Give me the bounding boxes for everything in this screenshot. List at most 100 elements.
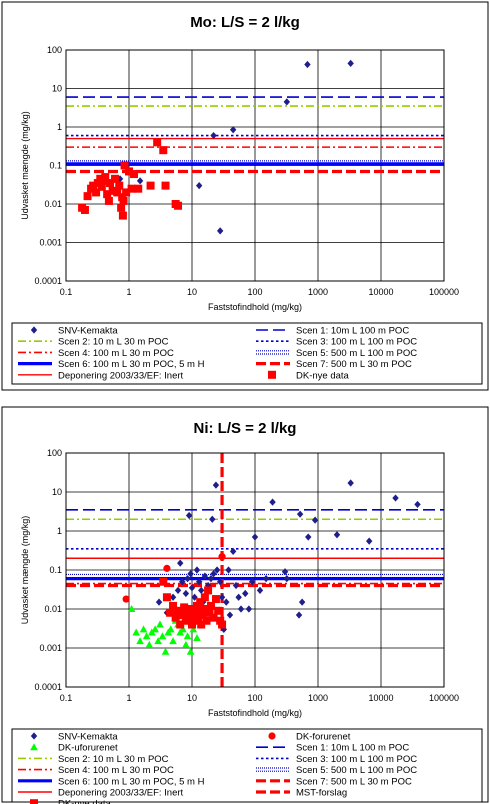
point-dk-nye-data [103,190,112,199]
series-snv-kemakta [116,59,354,235]
point-snv-kemakta [232,581,240,590]
point-snv-kemakta [182,589,190,598]
series-dk-nye-data [78,138,183,220]
legend-symbol [30,732,38,740]
legend-item: Deponering 2003/33/EF: Inert [18,788,184,799]
point-snv-kemakta [209,515,216,523]
chart-title: Ni: L/S = 2 l/kg [194,420,297,437]
point-snv-kemakta [155,598,163,606]
point-dk-nye-data [111,174,120,183]
x-tick-label: 10000 [368,287,393,297]
x-axis-label: Faststofindhold (mg/kg) [208,302,302,312]
point-dk-nye-data [83,192,92,201]
point-dk-nye-data [202,616,211,625]
point-dk-nye-data [113,188,122,197]
point-dk-nye-data [122,188,131,197]
point-dk-nye-data [209,613,218,622]
plot-border [65,49,445,282]
point-snv-kemakta [223,598,230,606]
point-dk-nye-data [189,611,198,620]
point-dk-nye-data [159,577,168,586]
point-dk-nye-data [89,181,98,190]
y-tick-label: 1 [57,122,62,132]
point-snv-kemakta [188,584,196,592]
legend-box [11,322,483,385]
point-dk-nye-data [171,613,180,622]
point-snv-kemakta [235,593,242,601]
legend-symbol [268,370,276,379]
point-dk-nye-data [108,186,117,195]
legend-label: Deponering 2003/33/EF: Inert [58,370,184,381]
chart-title: Mo: L/S = 2 l/kg [190,14,300,31]
point-dk-nye-data [204,586,213,595]
legend-item: Scen 7: 500 m L 30 m POC [256,359,412,370]
point-snv-kemakta [216,227,224,235]
legend: SNV-Kemakta Scen 1: 10m L 100 m POC Scen 2… [11,322,483,385]
point-dk-nye-data [92,188,101,197]
point-dk-uforurenet [169,637,177,645]
point-dk-nye-data [190,606,199,615]
point-snv-kemakta [169,593,177,601]
point-snv-kemakta [210,131,217,140]
point-snv-kemakta [269,498,276,506]
point-snv-kemakta [237,605,245,613]
legend-item: Scen 4: 100 m L 30 m POC [18,765,174,776]
legend-label: DK-forurenet [296,732,351,743]
point-snv-kemakta [195,578,203,586]
point-snv-kemakta [281,568,289,576]
point-dk-nye-data [198,611,207,620]
legend-label: Scen 1: 10m L 100 m POC [296,743,409,754]
legend-item: Scen 2: 10 m L 30 m POC [18,337,169,348]
legend-symbol [30,326,38,334]
point-dk-nye-data [146,181,155,190]
point-snv-kemakta [333,531,341,539]
legend-label: DK-nye data [296,370,350,381]
legend-item: Scen 6: 100 m L 30 m POC, 5 m H [18,359,205,370]
point-dk-nye-data [119,196,128,205]
point-dk-uforurenet [145,640,154,648]
point-snv-kemakta [245,605,253,613]
point-snv-kemakta [191,593,198,601]
point-dk-nye-data [194,613,203,622]
point-dk-uforurenet [151,625,159,633]
x-tick-label: 1000 [308,287,328,297]
legend-item: Scen 1: 10m L 100 m POC [256,743,409,754]
point-snv-kemakta [283,575,291,583]
point-dk-nye-data [180,603,189,612]
point-dk-nye-data [118,211,127,220]
point-snv-kemakta [305,533,312,541]
legend-label: DK-uforurenet [58,743,118,754]
x-tick-label: 100000 [429,287,459,297]
point-snv-kemakta [256,586,264,594]
point-snv-kemakta [184,575,191,583]
legend-item: DK-uforurenet [30,743,118,754]
point-snv-kemakta [218,593,226,601]
legend-item: Scen 6: 100 m L 30 m POC, 5 m H [18,776,205,787]
legend-item: DK-nye data [268,370,350,381]
x-tick-label: 100 [247,693,262,703]
point-dk-nye-data [159,146,168,155]
point-dk-uforurenet [156,620,164,628]
point-snv-kemakta [193,566,201,574]
point-dk-nye-data [80,205,89,214]
y-tick-label: 10 [52,487,62,497]
legend-item: Scen 7: 500 m L 30 m POC [256,776,412,787]
y-tick-label: 100 [47,448,62,458]
point-dk-uforurenet [179,625,187,633]
point-dk-nye-data [97,182,106,191]
point-dk-forurenet [163,564,171,572]
point-dk-uforurenet [139,625,148,633]
legend-label: Scen 6: 100 m L 30 m POC, 5 m H [58,359,205,370]
x-tick-label: 10 [187,287,197,297]
legend: SNV-Kemakta DK-forurenet DK-uforurenet Scen… [11,728,483,804]
y-tick-label: 100 [47,45,62,55]
point-dk-nye-data [176,620,185,629]
y-axis-label: Udvasket mængde (mg/kg) [20,516,30,625]
legend-label: Scen 1: 10m L 100 m POC [296,326,409,337]
point-dk-uforurenet [182,640,190,648]
legend-item: SNV-Kemakta [30,732,118,743]
point-snv-kemakta [174,586,182,594]
point-dk-nye-data [218,620,227,629]
point-snv-kemakta [179,578,186,586]
